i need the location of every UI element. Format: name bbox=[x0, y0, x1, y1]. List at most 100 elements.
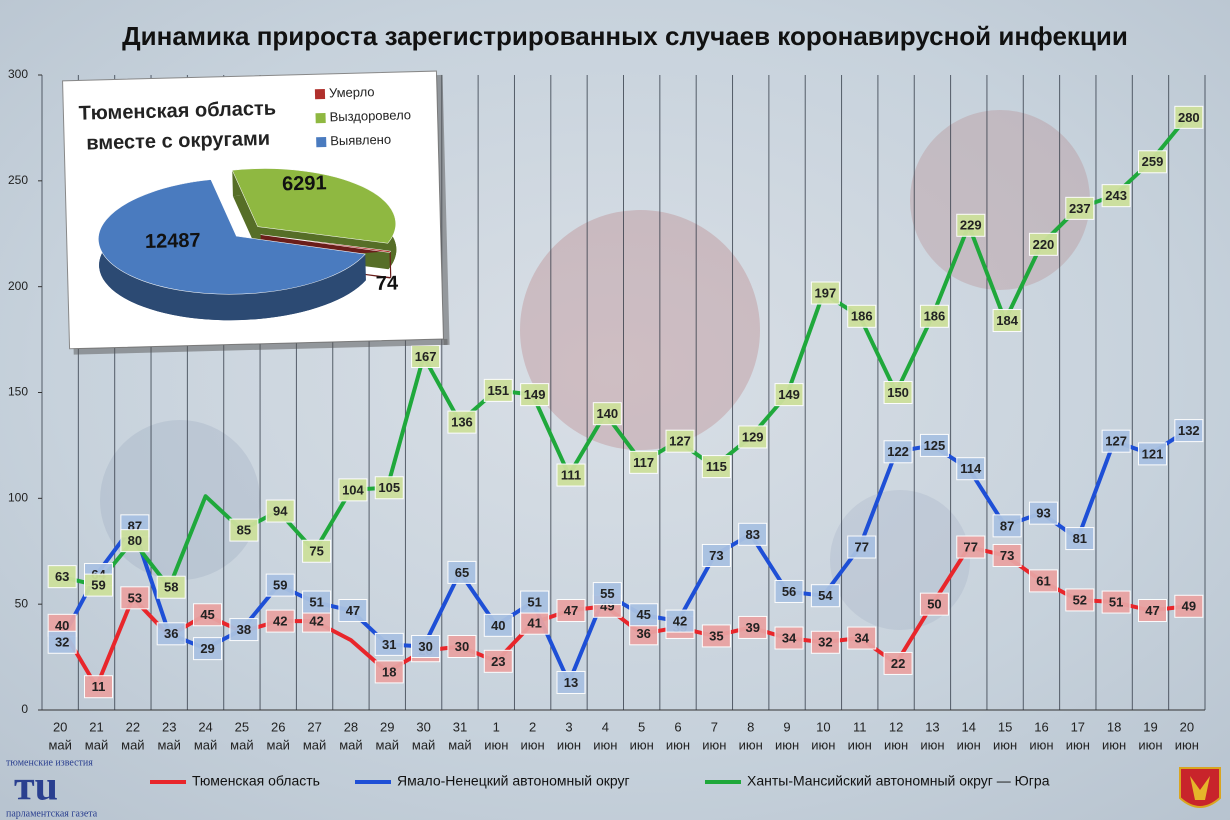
data-label-box bbox=[1065, 527, 1095, 551]
x-tick-label: 3 bbox=[565, 719, 572, 734]
data-label: 51 bbox=[309, 594, 323, 609]
data-label-box bbox=[1101, 184, 1131, 208]
data-label-box bbox=[883, 440, 913, 464]
data-label: 32 bbox=[818, 635, 832, 650]
data-label-box bbox=[1065, 588, 1095, 612]
data-label: 58 bbox=[164, 580, 178, 595]
data-label: 77 bbox=[964, 539, 978, 554]
x-tick-label: май bbox=[303, 737, 326, 752]
data-label: 63 bbox=[55, 569, 69, 584]
data-label: 53 bbox=[128, 590, 142, 605]
data-label: 237 bbox=[1069, 201, 1091, 216]
data-label: 149 bbox=[778, 387, 800, 402]
x-tick-label: 29 bbox=[380, 719, 394, 734]
x-tick-label: 2 bbox=[529, 719, 536, 734]
inset-shadow bbox=[73, 338, 448, 355]
data-label-box bbox=[1174, 594, 1204, 618]
data-label-box bbox=[47, 565, 77, 589]
inset-shadow bbox=[436, 74, 450, 345]
data-label: 132 bbox=[1178, 423, 1200, 438]
data-label-box bbox=[701, 455, 731, 479]
y-tick-label: 300 bbox=[8, 67, 28, 81]
data-label: 30 bbox=[418, 639, 432, 654]
data-label: 186 bbox=[924, 309, 946, 324]
data-label: 29 bbox=[200, 641, 214, 656]
data-label-box bbox=[810, 281, 840, 305]
data-label: 87 bbox=[1000, 518, 1014, 533]
x-tick-label: июн bbox=[557, 737, 581, 752]
x-tick-label: июн bbox=[1066, 737, 1090, 752]
x-tick-label: 18 bbox=[1107, 719, 1121, 734]
data-label-box bbox=[120, 586, 150, 610]
data-label-box bbox=[265, 609, 295, 633]
data-label: 49 bbox=[1182, 599, 1196, 614]
x-tick-label: 9 bbox=[783, 719, 790, 734]
data-label-box bbox=[84, 573, 114, 597]
legend-swatch bbox=[314, 88, 326, 100]
x-tick-label: май bbox=[448, 737, 471, 752]
data-label: 30 bbox=[455, 639, 469, 654]
data-label: 122 bbox=[887, 444, 909, 459]
y-tick-label: 50 bbox=[15, 596, 29, 610]
inset-title: вместе с округами bbox=[86, 128, 270, 155]
data-label-box bbox=[883, 381, 913, 404]
data-label: 34 bbox=[855, 630, 870, 645]
data-label: 73 bbox=[709, 548, 723, 563]
data-label: 75 bbox=[309, 544, 323, 559]
x-tick-label: 26 bbox=[271, 719, 285, 734]
data-label-box bbox=[810, 630, 840, 654]
data-label: 47 bbox=[1145, 603, 1159, 618]
x-tick-label: 14 bbox=[962, 719, 976, 734]
data-label-box bbox=[193, 603, 223, 627]
legend-label: Тюменская область bbox=[192, 773, 320, 789]
virus-decoration bbox=[100, 110, 1090, 630]
x-tick-label: июн bbox=[521, 737, 545, 752]
data-label: 114 bbox=[960, 461, 982, 476]
logo-text: парламентская газета bbox=[6, 808, 98, 819]
data-label-box bbox=[774, 579, 804, 603]
x-tick-label: май bbox=[230, 737, 253, 752]
data-label: 81 bbox=[1073, 531, 1087, 546]
data-label: 18 bbox=[382, 664, 396, 679]
data-label-box bbox=[447, 410, 477, 434]
data-label: 45 bbox=[636, 607, 650, 622]
data-label: 104 bbox=[342, 482, 364, 497]
data-label: 41 bbox=[527, 616, 541, 631]
data-label-box bbox=[1028, 569, 1058, 593]
data-label-box bbox=[592, 402, 622, 426]
data-label-box bbox=[411, 635, 441, 658]
data-label: 42 bbox=[309, 614, 323, 629]
data-label-box bbox=[701, 543, 731, 567]
data-label: 111 bbox=[561, 467, 581, 482]
data-label-box bbox=[265, 499, 295, 523]
pie-slice bbox=[98, 179, 366, 295]
x-tick-label: июн bbox=[957, 737, 981, 752]
logo-mark: тu bbox=[14, 764, 58, 810]
pie-value-label: 6291 bbox=[282, 172, 327, 195]
x-tick-label: 5 bbox=[638, 719, 645, 734]
data-label: 149 bbox=[524, 387, 546, 402]
data-label: 54 bbox=[818, 588, 833, 603]
x-tick-label: 22 bbox=[126, 719, 140, 734]
x-tick-label: май bbox=[157, 737, 180, 752]
x-tick-label: 20 bbox=[53, 719, 67, 734]
x-tick-label: июн bbox=[1102, 737, 1126, 752]
data-label: 65 bbox=[455, 565, 469, 580]
data-label-box bbox=[1137, 150, 1167, 174]
legend: Тюменская область Ямало-Ненецкий автономн… bbox=[150, 773, 1050, 789]
data-label-box bbox=[156, 575, 186, 599]
data-label: 32 bbox=[55, 635, 69, 650]
x-tick-label: 17 bbox=[1071, 719, 1085, 734]
x-tick-label: май bbox=[194, 737, 217, 752]
data-label: 47 bbox=[564, 603, 578, 618]
data-label-box bbox=[1174, 419, 1204, 443]
data-label-box bbox=[738, 615, 768, 639]
pie-slice bbox=[260, 234, 392, 253]
x-tick-label: июн bbox=[1029, 737, 1053, 752]
data-label-box bbox=[774, 383, 804, 407]
data-label: 23 bbox=[491, 654, 505, 669]
x-tick-label: июн bbox=[666, 737, 690, 752]
data-label-box bbox=[556, 670, 586, 694]
data-label-box bbox=[919, 304, 949, 328]
data-label-box bbox=[701, 624, 731, 648]
